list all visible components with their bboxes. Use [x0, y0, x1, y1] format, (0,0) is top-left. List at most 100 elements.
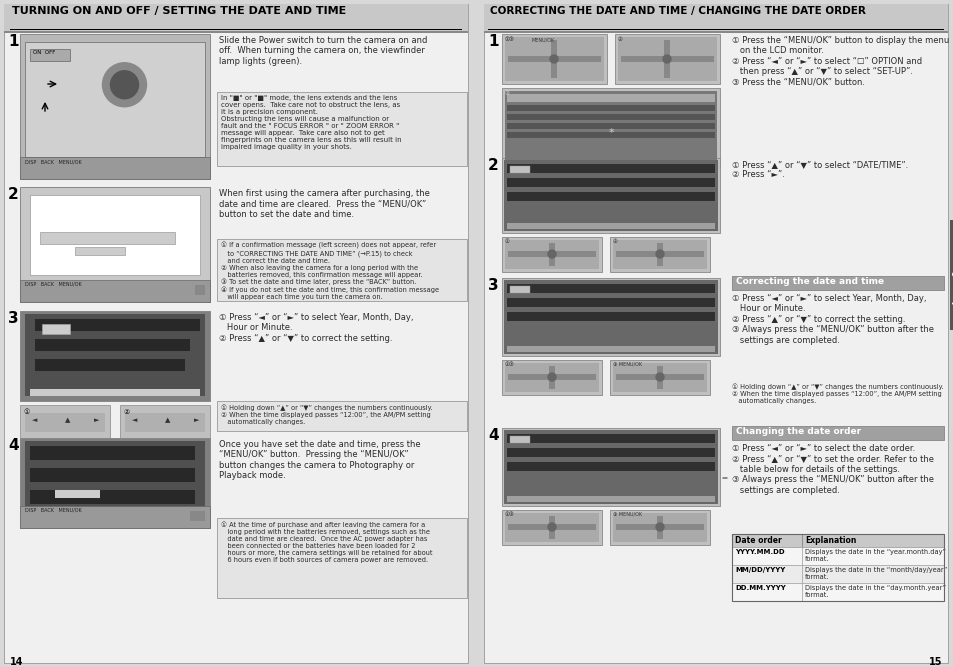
Bar [613, 363, 706, 392]
Bar [620, 56, 713, 62]
Bar [504, 91, 717, 165]
Text: Changing the date order: Changing the date order [735, 427, 861, 436]
Text: DISP   BACK   MENU/OK: DISP BACK MENU/OK [25, 508, 82, 513]
Bar [483, 4, 947, 663]
Circle shape [662, 55, 670, 63]
Bar [507, 251, 596, 257]
Text: Displays the date in the “year.month.day”
format.: Displays the date in the “year.month.day… [804, 549, 945, 562]
Text: ◄: ◄ [32, 417, 37, 423]
Bar [504, 37, 603, 81]
Bar [503, 430, 718, 504]
Bar [40, 232, 174, 244]
Text: ① Press “◄” or “►” to select Year, Month, Day,
   Hour or Minute.
② Press “▲” or: ① Press “◄” or “►” to select Year, Month… [731, 294, 933, 345]
Bar [35, 339, 190, 351]
Bar [506, 132, 714, 138]
Text: ①: ① [24, 409, 30, 415]
Bar [506, 178, 714, 187]
Text: DD.MM.YYYY: DD.MM.YYYY [734, 585, 785, 591]
Bar [609, 510, 709, 545]
Bar [506, 434, 714, 443]
Bar [501, 510, 601, 545]
Bar [25, 314, 205, 396]
Text: ◄: ◄ [132, 417, 137, 423]
Bar [731, 534, 801, 547]
Bar [216, 401, 467, 431]
Bar [507, 374, 596, 380]
Bar [507, 56, 600, 62]
Bar [501, 158, 720, 233]
Bar [10, 29, 461, 30]
Bar [548, 516, 555, 539]
Bar [4, 4, 468, 32]
Text: ①③: ①③ [504, 362, 515, 367]
Text: DISP   BACK   MENU/OK: DISP BACK MENU/OK [25, 159, 82, 164]
Text: ① Press “◄” or “►” to select Year, Month, Day,
   Hour or Minute.
② Press “▲” or: ① Press “◄” or “►” to select Year, Month… [219, 313, 413, 343]
Bar [501, 34, 606, 84]
Text: MENU/OK: MENU/OK [532, 37, 555, 42]
Bar [216, 518, 467, 598]
Bar [506, 346, 714, 352]
Circle shape [547, 373, 556, 381]
Circle shape [111, 71, 138, 99]
Bar [503, 280, 718, 354]
Circle shape [102, 63, 147, 107]
Bar [551, 40, 557, 78]
Bar [510, 436, 530, 443]
Text: 14: 14 [10, 657, 24, 667]
Bar [483, 31, 947, 33]
Bar [613, 513, 706, 542]
Bar [4, 31, 468, 33]
Text: Displays the date in the “month/day/year”
format.: Displays the date in the “month/day/year… [804, 567, 946, 580]
Bar [504, 363, 598, 392]
Bar [506, 114, 714, 120]
Text: ②: ② [618, 37, 622, 42]
Bar [548, 243, 555, 266]
Text: ON  OFF: ON OFF [33, 50, 55, 55]
Bar [801, 547, 943, 565]
Bar [731, 583, 801, 601]
Bar [25, 441, 205, 523]
Bar [20, 311, 210, 401]
Text: 3: 3 [488, 278, 498, 293]
Bar [35, 319, 200, 331]
Text: ►: ► [94, 417, 99, 423]
Text: 4: 4 [8, 438, 19, 453]
Bar [501, 278, 720, 356]
Bar [25, 42, 205, 157]
Bar [488, 29, 943, 30]
Bar [731, 534, 943, 601]
Text: Date order: Date order [734, 536, 781, 545]
Text: ①③: ①③ [504, 512, 515, 517]
Bar [506, 312, 714, 321]
Bar [506, 496, 714, 502]
Bar [506, 223, 714, 229]
Bar [501, 88, 720, 168]
Text: YYYY.MM.DD: YYYY.MM.DD [734, 549, 783, 555]
Bar [30, 468, 194, 482]
Bar [801, 534, 943, 547]
Bar [20, 157, 210, 179]
Text: MM/DD/YYYY: MM/DD/YYYY [734, 567, 784, 573]
Text: ③: ③ [504, 91, 509, 96]
Bar [506, 94, 714, 102]
Bar [42, 324, 70, 334]
Text: Getting Ready: Getting Ready [950, 244, 953, 306]
Bar [616, 524, 703, 530]
Bar [20, 34, 210, 179]
Text: Once you have set the date and time, press the
“MENU/OK” button.  Pressing the “: Once you have set the date and time, pre… [219, 440, 420, 480]
Bar [731, 276, 943, 290]
Text: ① Press “▲” or “▼” to select “DATE/TIME”.
② Press “►”.: ① Press “▲” or “▼” to select “DATE/TIME”… [731, 160, 907, 179]
Bar [20, 187, 210, 302]
Bar [25, 413, 105, 432]
Text: DISP   BACK   MENU/OK: DISP BACK MENU/OK [25, 282, 82, 287]
Bar [216, 239, 467, 301]
Bar [657, 516, 662, 539]
Bar [506, 298, 714, 307]
Bar [30, 195, 200, 275]
Bar [506, 105, 714, 111]
Text: ③ MENU/OK: ③ MENU/OK [613, 362, 641, 367]
Bar [657, 366, 662, 389]
Text: ① At the time of purchase and after leaving the camera for a
   long period with: ① At the time of purchase and after leav… [221, 521, 432, 562]
Bar [609, 237, 709, 272]
Bar [20, 280, 210, 302]
